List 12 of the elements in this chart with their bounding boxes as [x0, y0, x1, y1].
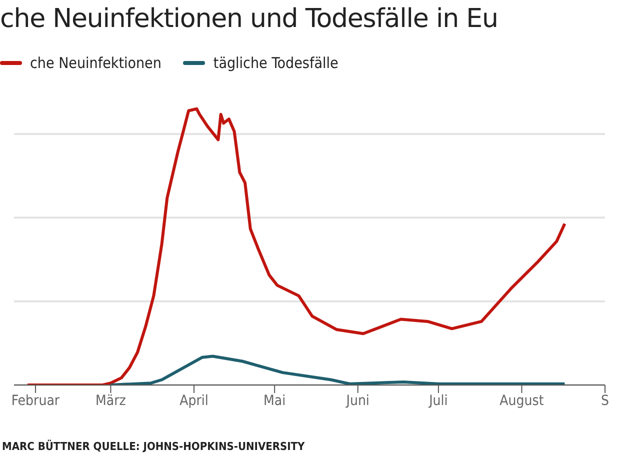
- x-tick-label: Februar: [11, 392, 60, 409]
- chart-title: che Neuinfektionen und Todesfälle in Eu: [0, 4, 498, 34]
- text: MARC BÜTTNER QUELLE: JOHNS-HOPKINS-UNIVERSITY: [2, 440, 305, 453]
- legend-label: tägliche Todesfälle: [213, 54, 338, 72]
- x-tick-label: Mai: [264, 392, 286, 409]
- x-tick-label: S: [601, 392, 609, 409]
- x-tick-label: März: [96, 392, 126, 409]
- x-tick-label: Juni: [345, 392, 370, 409]
- x-tick-label: Juli: [428, 392, 448, 409]
- x-tick-label: April: [180, 392, 208, 409]
- legend-label: che Neuinfektionen: [30, 54, 162, 72]
- x-tick-label: August: [500, 392, 544, 409]
